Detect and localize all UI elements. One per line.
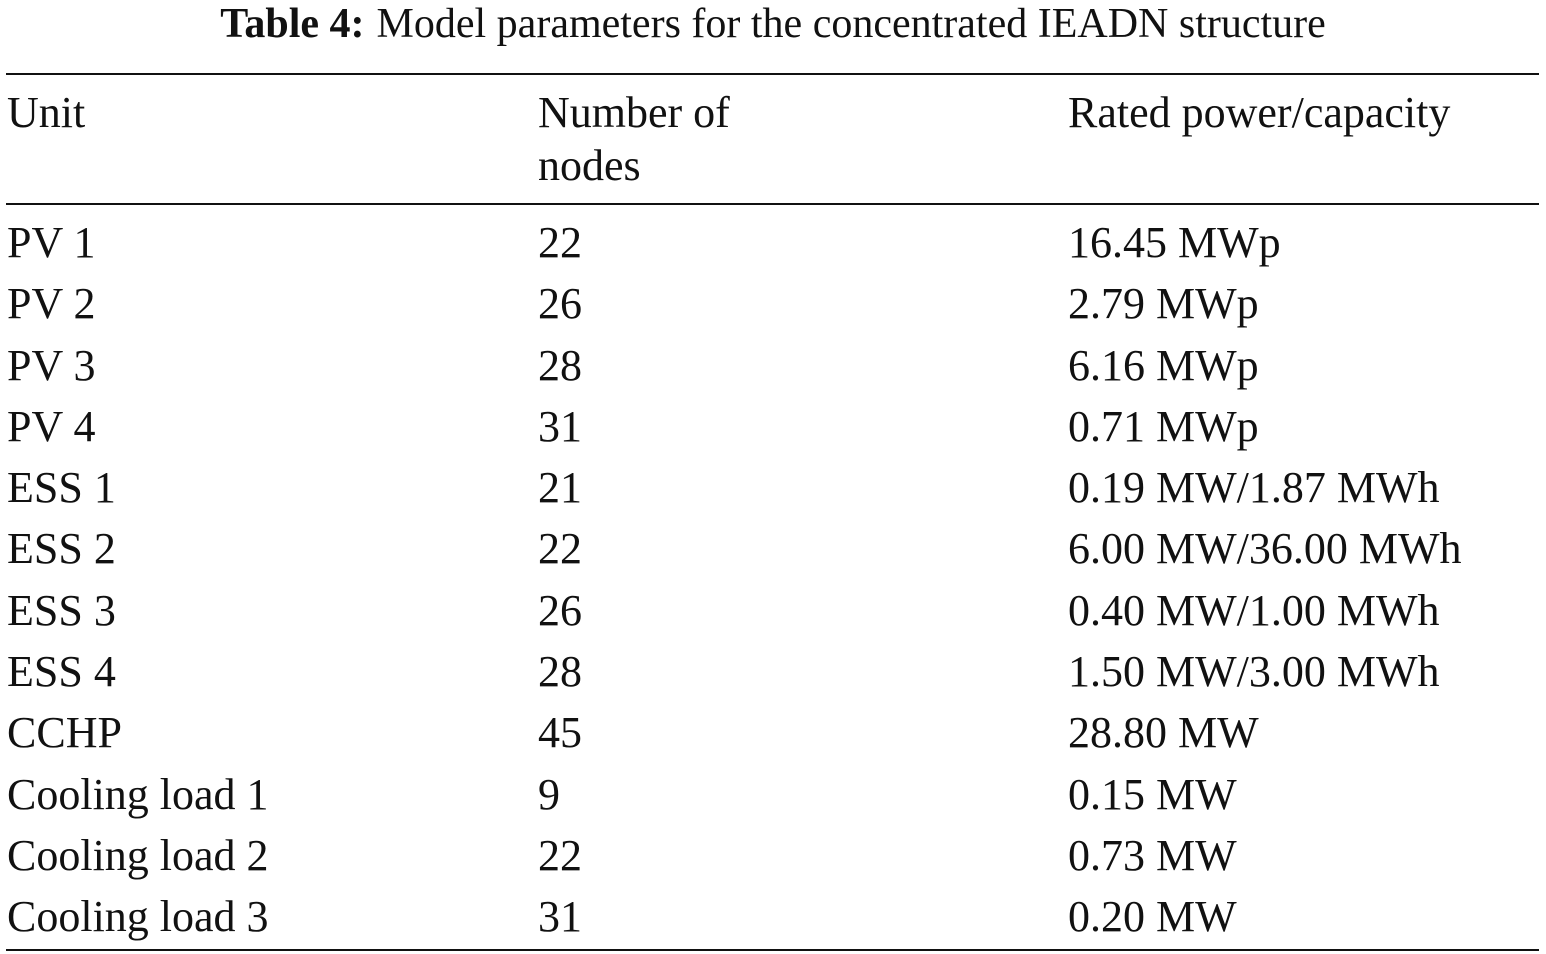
cell-nodes: 28 <box>538 340 582 390</box>
table-row: PV 2 26 2.79 MWp <box>0 273 1546 334</box>
cell-power: 2.79 MWp <box>1068 279 1259 329</box>
cell-unit: ESS 2 <box>7 524 116 574</box>
cell-nodes: 22 <box>538 524 582 574</box>
table-top-rule <box>6 73 1539 75</box>
cell-unit: ESS 4 <box>7 647 116 697</box>
cell-nodes: 28 <box>538 647 582 697</box>
cell-unit: PV 2 <box>7 279 96 329</box>
cell-power: 0.40 MW/1.00 MWh <box>1068 585 1440 635</box>
table-row: PV 3 28 6.16 MWp <box>0 335 1546 396</box>
cell-nodes: 21 <box>538 463 582 513</box>
caption-label: Table 4: <box>220 1 365 47</box>
cell-unit: ESS 1 <box>7 463 116 513</box>
cell-unit: PV 1 <box>7 218 96 267</box>
header-rated-power: Rated power/capacity <box>1068 88 1451 137</box>
table-header: Unit Number of nodes Rated power/capacit… <box>0 86 1546 196</box>
header-unit: Unit <box>7 88 86 137</box>
caption-text: Model parameters for the concentrated IE… <box>376 1 1326 47</box>
cell-nodes: 31 <box>538 401 582 451</box>
table-row: Cooling load 1 9 0.15 MW <box>0 764 1546 825</box>
cell-power: 0.19 MW/1.87 MWh <box>1068 463 1440 513</box>
table-row: Cooling load 2 22 0.73 MW <box>0 825 1546 886</box>
header-nodes-line1: Number of <box>538 88 730 137</box>
cell-nodes: 26 <box>538 585 582 635</box>
header-number-of-nodes: Number of nodes <box>538 86 730 192</box>
cell-nodes: 22 <box>538 830 582 880</box>
table-header-rule <box>6 203 1539 205</box>
cell-power: 16.45 MWp <box>1068 218 1281 267</box>
table-bottom-rule <box>6 949 1539 951</box>
table-row: CCHP 45 28.80 MW <box>0 702 1546 763</box>
cell-nodes: 22 <box>538 218 582 267</box>
cell-unit: PV 3 <box>7 340 96 390</box>
cell-nodes: 45 <box>538 708 582 758</box>
cell-unit: CCHP <box>7 708 122 758</box>
cell-power: 28.80 MW <box>1068 708 1259 758</box>
cell-unit: ESS 3 <box>7 585 116 635</box>
cell-power: 0.20 MW <box>1068 892 1237 942</box>
cell-nodes: 9 <box>538 769 560 819</box>
table-row: Cooling load 3 31 0.20 MW <box>0 886 1546 947</box>
cell-power: 0.15 MW <box>1068 769 1237 819</box>
table-caption: Table 4: Model parameters for the concent… <box>0 0 1546 48</box>
table-row: ESS 4 28 1.50 MW/3.00 MWh <box>0 641 1546 702</box>
cell-unit: Cooling load 2 <box>7 830 269 880</box>
cell-power: 6.00 MW/36.00 MWh <box>1068 524 1462 574</box>
cell-power: 0.71 MWp <box>1068 401 1259 451</box>
cell-power: 0.73 MW <box>1068 830 1237 880</box>
cell-power: 6.16 MWp <box>1068 340 1259 390</box>
table-row: PV 1 22 16.45 MWp <box>0 212 1546 273</box>
cell-power: 1.50 MW/3.00 MWh <box>1068 647 1440 697</box>
table-row: ESS 1 21 0.19 MW/1.87 MWh <box>0 457 1546 518</box>
cell-unit: Cooling load 3 <box>7 892 269 942</box>
cell-nodes: 26 <box>538 279 582 329</box>
table-row: PV 4 31 0.71 MWp <box>0 396 1546 457</box>
cell-nodes: 31 <box>538 892 582 942</box>
cell-unit: Cooling load 1 <box>7 769 269 819</box>
table-row: ESS 3 26 0.40 MW/1.00 MWh <box>0 580 1546 641</box>
table-row: ESS 2 22 6.00 MW/36.00 MWh <box>0 518 1546 579</box>
table-body: PV 1 22 16.45 MWp PV 2 26 2.79 MWp PV 3 28 6.16 … <box>0 212 1546 948</box>
cell-unit: PV 4 <box>7 401 96 451</box>
header-nodes-line2: nodes <box>538 141 641 190</box>
